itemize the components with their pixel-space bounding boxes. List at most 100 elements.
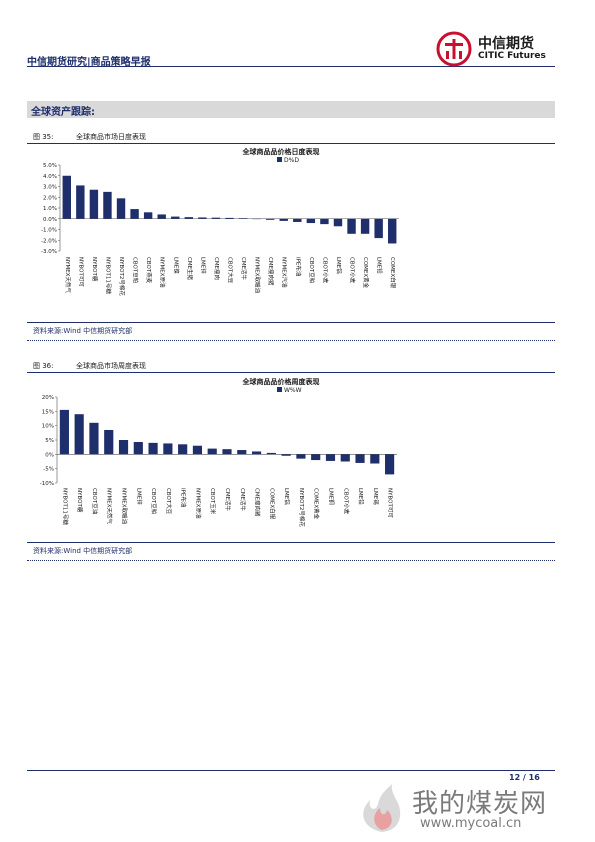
chart-title: 全球商品品价格日度表现	[242, 147, 320, 156]
bar	[76, 185, 85, 219]
bar	[306, 218, 316, 224]
bar	[198, 217, 207, 219]
y-tick-label: 20%	[42, 395, 54, 401]
bar	[192, 445, 203, 455]
x-tick-label: COMEX黄金	[313, 488, 321, 520]
bar	[211, 217, 221, 219]
x-tick-label: NYBOT糖	[76, 488, 84, 513]
figure-35-caption: 全球商品市场日度表现	[76, 133, 146, 141]
figure-35-top-rule	[27, 143, 555, 144]
section-bar	[27, 101, 555, 118]
y-tick-label: 0%	[45, 452, 54, 458]
y-tick-label: 1.0%	[43, 206, 57, 212]
y-tick-label: 10%	[42, 424, 54, 430]
legend-swatch	[277, 387, 282, 392]
x-tick-label: CBOT燕麦	[145, 257, 153, 284]
bar	[103, 191, 112, 219]
y-tick-label: -1.0%	[41, 228, 57, 234]
bar	[237, 450, 247, 455]
x-tick-label: NYBOT2号棉花	[298, 488, 306, 527]
bar	[143, 212, 153, 219]
chart-title: 全球商品品价格周度表现	[242, 377, 320, 386]
x-tick-label: NYBOT糖	[91, 257, 99, 282]
bar	[130, 209, 139, 219]
bar	[104, 429, 114, 455]
x-tick-label: NYMEX取暖油	[254, 257, 262, 293]
x-tick-label: CME瘦肉猪	[267, 257, 275, 286]
x-tick-label: LME锌	[199, 257, 207, 274]
bar	[333, 218, 343, 227]
y-tick-label: 15%	[42, 409, 54, 415]
footer-divider	[27, 770, 555, 771]
x-tick-label: CME生猪	[186, 257, 194, 281]
x-tick-label: LME铅	[357, 488, 365, 505]
y-tick-label: -3.0%	[41, 249, 57, 255]
x-tick-label: COMEX黄金	[362, 257, 370, 289]
bar	[266, 452, 276, 455]
x-tick-label: CME瘦肉猪	[254, 488, 262, 517]
x-tick-label: CBOT小麦	[342, 488, 350, 515]
figure-36-number: 图 36:	[33, 362, 54, 370]
bar	[184, 217, 194, 219]
x-tick-label: CBOT大豆	[165, 488, 173, 515]
x-tick-label: NYBOT可可	[77, 257, 84, 287]
figure-35-source-rule	[27, 340, 555, 341]
bar	[355, 454, 365, 463]
figure-36-caption: 全球商品市场周度表现	[76, 362, 146, 370]
x-tick-label: NYMEX取暖油	[121, 488, 129, 524]
x-tick-label: LME铝	[335, 257, 343, 274]
x-tick-label: CBOT小麦	[349, 257, 357, 284]
x-tick-label: LME锌	[135, 488, 143, 505]
x-tick-label: COMEX白银	[389, 257, 397, 289]
bar	[320, 218, 329, 225]
figure-36-bottom-rule	[27, 542, 555, 543]
bar	[281, 454, 291, 456]
bar	[62, 175, 71, 219]
x-tick-label: CME活牛	[239, 488, 247, 512]
x-tick-label: NYBOT可可	[387, 488, 394, 518]
report-title: 中信期货研究|商品策略早报	[27, 57, 151, 68]
bar	[238, 218, 248, 219]
x-tick-label: CBOT小麦	[321, 257, 329, 284]
citic-logo-icon	[436, 31, 472, 67]
x-tick-label: NYMEX天然气	[64, 257, 72, 293]
bar	[163, 443, 173, 455]
bar	[59, 409, 69, 455]
page-number: 12 / 16	[509, 773, 540, 782]
bar	[311, 454, 321, 461]
bar	[89, 189, 99, 219]
bar	[133, 442, 143, 455]
x-tick-label: LME镍	[172, 257, 180, 274]
figure-35-source: 资料来源:Wind 中信期货研究部	[33, 327, 133, 335]
bar	[157, 214, 166, 219]
bar	[385, 454, 395, 475]
x-tick-label: CBOT豆油	[91, 488, 99, 515]
y-tick-label: 2.0%	[43, 195, 57, 201]
bar	[347, 218, 356, 234]
bar	[374, 218, 383, 239]
figure-36-source: 资料来源:Wind 中信期货研究部	[33, 547, 133, 555]
legend-label: W%W	[284, 387, 302, 394]
x-tick-label: IPE布油	[180, 488, 188, 508]
figure-35-number: 图 35:	[33, 133, 54, 141]
legend-swatch	[277, 157, 282, 162]
x-tick-label: CBOT玉米	[209, 488, 217, 515]
x-tick-label: NYMEX汽油	[281, 257, 289, 288]
x-tick-label: NYMEX原油	[159, 257, 167, 288]
x-tick-label: CBOT豆粕	[308, 257, 316, 283]
bar	[148, 442, 158, 455]
bar	[340, 454, 350, 462]
bar	[325, 454, 336, 461]
x-tick-label: IPE布油	[294, 257, 302, 277]
y-tick-label: 3.0%	[43, 185, 57, 191]
figure-36-source-rule	[27, 560, 555, 561]
x-tick-label: NYBOT11号糖	[104, 257, 112, 294]
y-tick-label: 4.0%	[43, 174, 57, 180]
bar	[251, 451, 262, 455]
x-tick-label: COMEX白银	[268, 488, 276, 520]
bar	[89, 422, 99, 455]
x-tick-label: CBOT豆粕	[132, 257, 140, 283]
bar	[178, 444, 188, 455]
bar	[265, 218, 275, 220]
